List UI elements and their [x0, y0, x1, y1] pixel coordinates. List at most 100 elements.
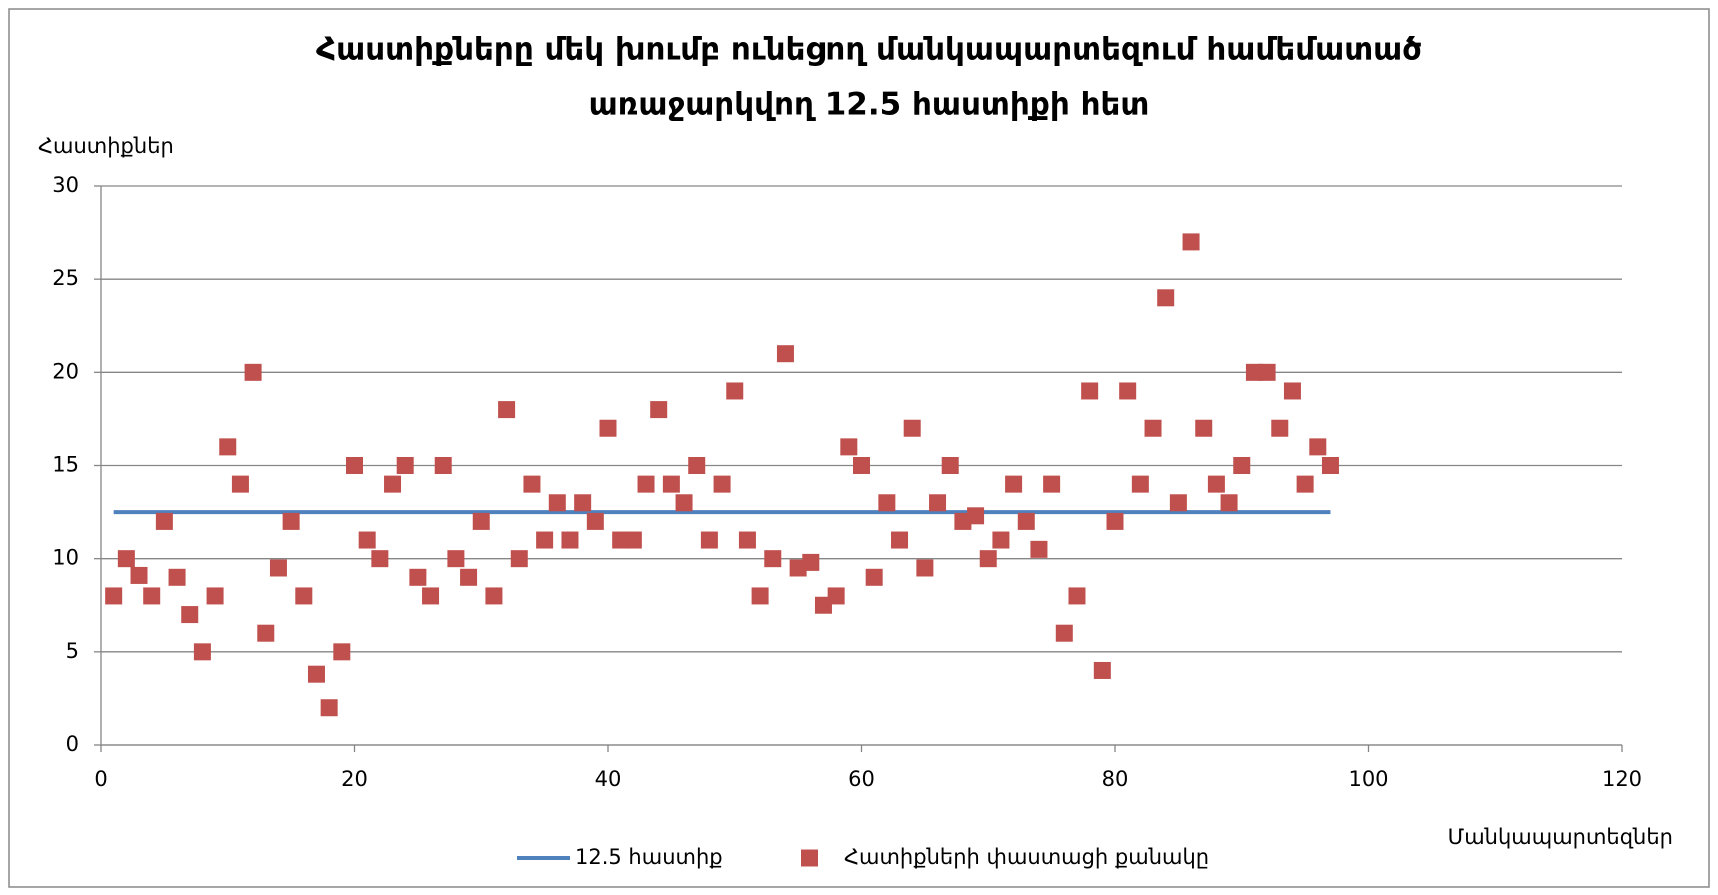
point	[333, 643, 351, 661]
point	[662, 475, 680, 493]
point	[485, 587, 503, 605]
point	[599, 419, 617, 437]
point	[979, 550, 997, 568]
point	[929, 494, 947, 512]
point	[168, 568, 186, 586]
point	[916, 559, 934, 577]
point	[422, 587, 440, 605]
point	[1182, 233, 1200, 251]
point	[510, 550, 528, 568]
point	[1030, 540, 1048, 558]
legend-label: Հատիքների փաստացի քանակը	[844, 845, 1209, 869]
point	[650, 401, 668, 419]
x-tick-label: 100	[1348, 767, 1388, 791]
point	[244, 363, 262, 381]
point	[219, 438, 237, 456]
point	[371, 550, 389, 568]
point	[992, 531, 1010, 549]
point	[117, 550, 135, 568]
point	[1283, 382, 1301, 400]
y-tick-label: 0	[66, 732, 79, 756]
point	[751, 587, 769, 605]
point	[320, 699, 338, 717]
point	[903, 419, 921, 437]
point	[1157, 289, 1175, 307]
chart-title: Հաստիքները մեկ խումբ ունեցող մանկապարտեզ…	[316, 32, 1422, 68]
point	[865, 568, 883, 586]
point	[358, 531, 376, 549]
point	[878, 494, 896, 512]
point	[1144, 419, 1162, 437]
point	[738, 531, 756, 549]
point	[853, 457, 870, 474]
point	[726, 382, 744, 400]
point	[269, 559, 287, 577]
point	[346, 457, 363, 474]
point	[1106, 512, 1124, 530]
point	[574, 494, 592, 512]
point	[536, 531, 554, 549]
point	[1005, 475, 1023, 493]
y-tick-label: 30	[52, 173, 79, 197]
point	[802, 553, 820, 571]
x-tick-label: 0	[94, 767, 107, 791]
point	[1119, 382, 1137, 400]
legend-swatch	[801, 849, 818, 867]
point	[1043, 475, 1061, 493]
point	[1169, 494, 1187, 512]
point	[1233, 457, 1251, 474]
point	[1093, 661, 1111, 679]
point	[396, 457, 414, 474]
point	[1309, 438, 1327, 456]
point	[891, 531, 909, 549]
x-axis-label: Մանկապարտեզներ	[1448, 825, 1673, 849]
y-tick-label: 10	[52, 546, 79, 570]
point	[257, 624, 275, 642]
x-tick-label: 40	[595, 767, 622, 791]
point	[295, 587, 313, 605]
y-tick-label: 5	[66, 639, 79, 663]
point	[181, 606, 199, 624]
chart-frame	[8, 8, 1710, 888]
point	[561, 531, 579, 549]
x-tick-label: 60	[848, 767, 875, 791]
point	[206, 587, 224, 605]
point	[447, 550, 465, 568]
point	[1055, 624, 1073, 642]
point	[1068, 587, 1086, 605]
point	[776, 345, 794, 363]
point	[1081, 382, 1099, 400]
point	[307, 665, 325, 683]
point	[700, 531, 718, 549]
point	[675, 494, 693, 512]
point	[840, 438, 858, 456]
y-tick-label: 25	[52, 266, 79, 290]
point	[130, 566, 148, 584]
point	[1220, 494, 1238, 512]
point	[1296, 475, 1314, 493]
point	[624, 531, 642, 549]
x-tick-label: 80	[1102, 767, 1129, 791]
point	[472, 512, 490, 530]
point	[460, 568, 478, 586]
legend-label: 12.5 հաստիք	[575, 845, 723, 869]
point	[586, 512, 604, 530]
point	[523, 475, 541, 493]
point	[713, 475, 731, 493]
point	[1207, 475, 1225, 493]
point	[688, 457, 706, 474]
point	[409, 568, 427, 586]
chart-title: առաջարկվող 12.5 հաստիքի հետ	[589, 87, 1150, 123]
y-tick-label: 15	[52, 453, 79, 477]
point	[1271, 419, 1289, 437]
x-tick-label: 20	[341, 767, 368, 791]
point	[193, 643, 211, 661]
point	[105, 587, 123, 605]
point	[764, 550, 782, 568]
point	[143, 587, 161, 605]
point	[967, 507, 985, 525]
point	[498, 401, 516, 419]
point	[1131, 475, 1149, 493]
point	[941, 457, 959, 474]
